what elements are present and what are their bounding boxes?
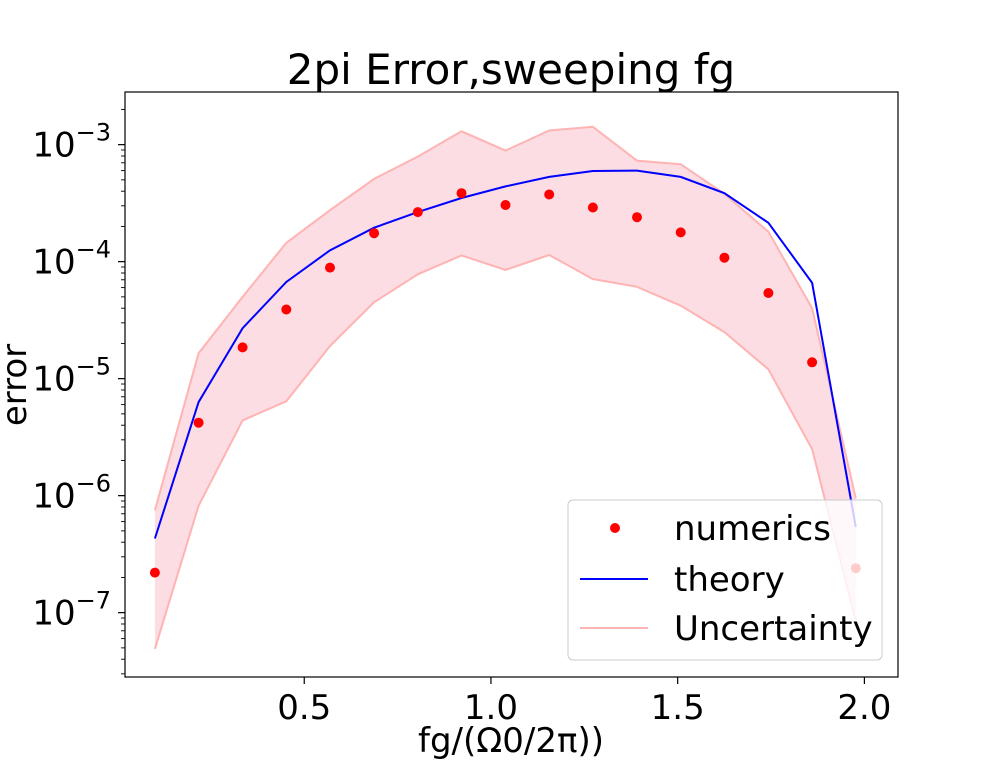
numerics-point xyxy=(675,227,686,238)
numerics-point xyxy=(193,417,204,428)
plot-area xyxy=(149,125,861,650)
legend-label: theory xyxy=(674,560,785,600)
x-tick-label: 1.5 xyxy=(651,688,705,728)
x-ticks: 0.5 1.0 1.5 2.0 xyxy=(277,677,891,728)
numerics-point xyxy=(325,262,335,273)
x-tick-label: 2.0 xyxy=(837,688,891,728)
y-tick-label: 10−6 xyxy=(32,470,111,517)
y-tick-label: 10−5 xyxy=(32,353,111,400)
legend-numerics-marker xyxy=(610,523,620,533)
chart-title: 2pi Error,sweeping fg xyxy=(287,45,735,94)
y-ticks: 10−3 10−4 10−5 10−6 10−7 xyxy=(32,108,125,675)
numerics-point xyxy=(412,207,423,218)
numerics-point xyxy=(719,252,730,263)
numerics-point xyxy=(281,304,292,315)
numerics-point xyxy=(632,212,642,223)
y-tick-label: 10−4 xyxy=(32,236,111,283)
uncertainty-upper-line xyxy=(153,125,857,511)
numerics-point xyxy=(149,567,160,578)
legend-label: numerics xyxy=(674,509,831,549)
y-axis-label: error xyxy=(0,344,35,426)
numerics-point xyxy=(807,357,818,368)
numerics-point xyxy=(544,189,555,200)
uncertainty-band-fill xyxy=(154,126,856,649)
y-tick-label: 10−7 xyxy=(32,587,111,634)
numerics-point xyxy=(500,200,511,210)
numerics-point xyxy=(587,202,598,213)
legend: numerics theory Uncertainty xyxy=(567,499,883,661)
x-tick-label: 0.5 xyxy=(277,688,331,728)
y-tick-label: 10−3 xyxy=(32,119,111,166)
x-tick-label: 1.0 xyxy=(464,688,518,728)
legend-label: Uncertainty xyxy=(674,609,873,649)
numerics-point xyxy=(237,342,248,353)
theory-line xyxy=(153,169,857,539)
numerics-point xyxy=(369,228,380,239)
x-axis-label: fg/(Ω0/2π)) xyxy=(418,721,604,760)
numerics-point xyxy=(763,288,774,298)
plot-frame xyxy=(124,91,899,678)
uncertainty-lower-line xyxy=(153,253,857,650)
numerics-point xyxy=(456,188,467,199)
legend-box xyxy=(567,499,883,661)
